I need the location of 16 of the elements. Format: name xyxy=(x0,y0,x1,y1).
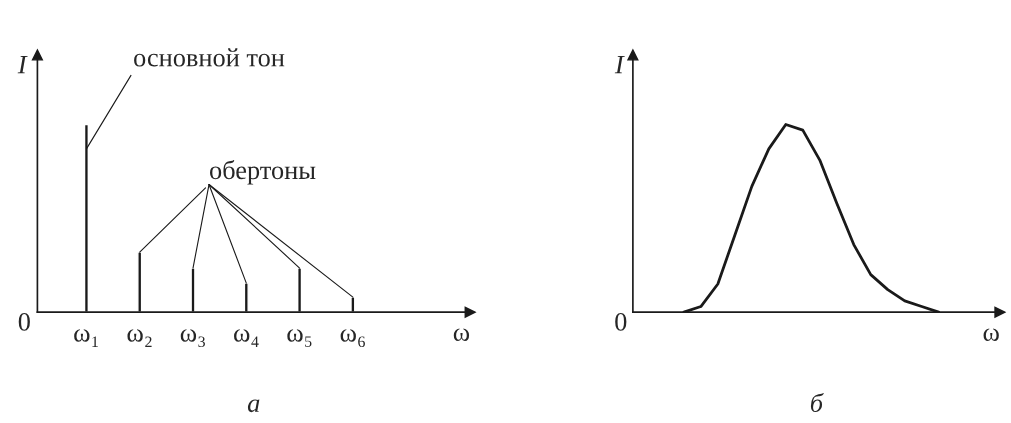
text: 0 xyxy=(18,312,30,331)
x-tick-label: ω₆ xyxy=(340,329,365,348)
text: а xyxy=(247,399,260,413)
x-tick-label: ω₅ xyxy=(287,329,312,347)
annotation: основной тон xyxy=(134,48,285,67)
x-axis-title: ω xyxy=(453,328,470,342)
y-axis-title: I xyxy=(17,56,28,74)
x-tick-label: ω₁ xyxy=(74,329,98,347)
x-axis-title: ω xyxy=(983,328,999,342)
annotation: обертоны xyxy=(210,160,316,185)
text: б xyxy=(810,392,824,413)
x-tick-label: ω₄ xyxy=(234,329,259,347)
text: 0 xyxy=(615,312,627,331)
x-tick-label: ω₃ xyxy=(180,329,205,348)
y-axis-title: I xyxy=(614,56,625,74)
x-tick-label: ω₂ xyxy=(127,329,152,347)
